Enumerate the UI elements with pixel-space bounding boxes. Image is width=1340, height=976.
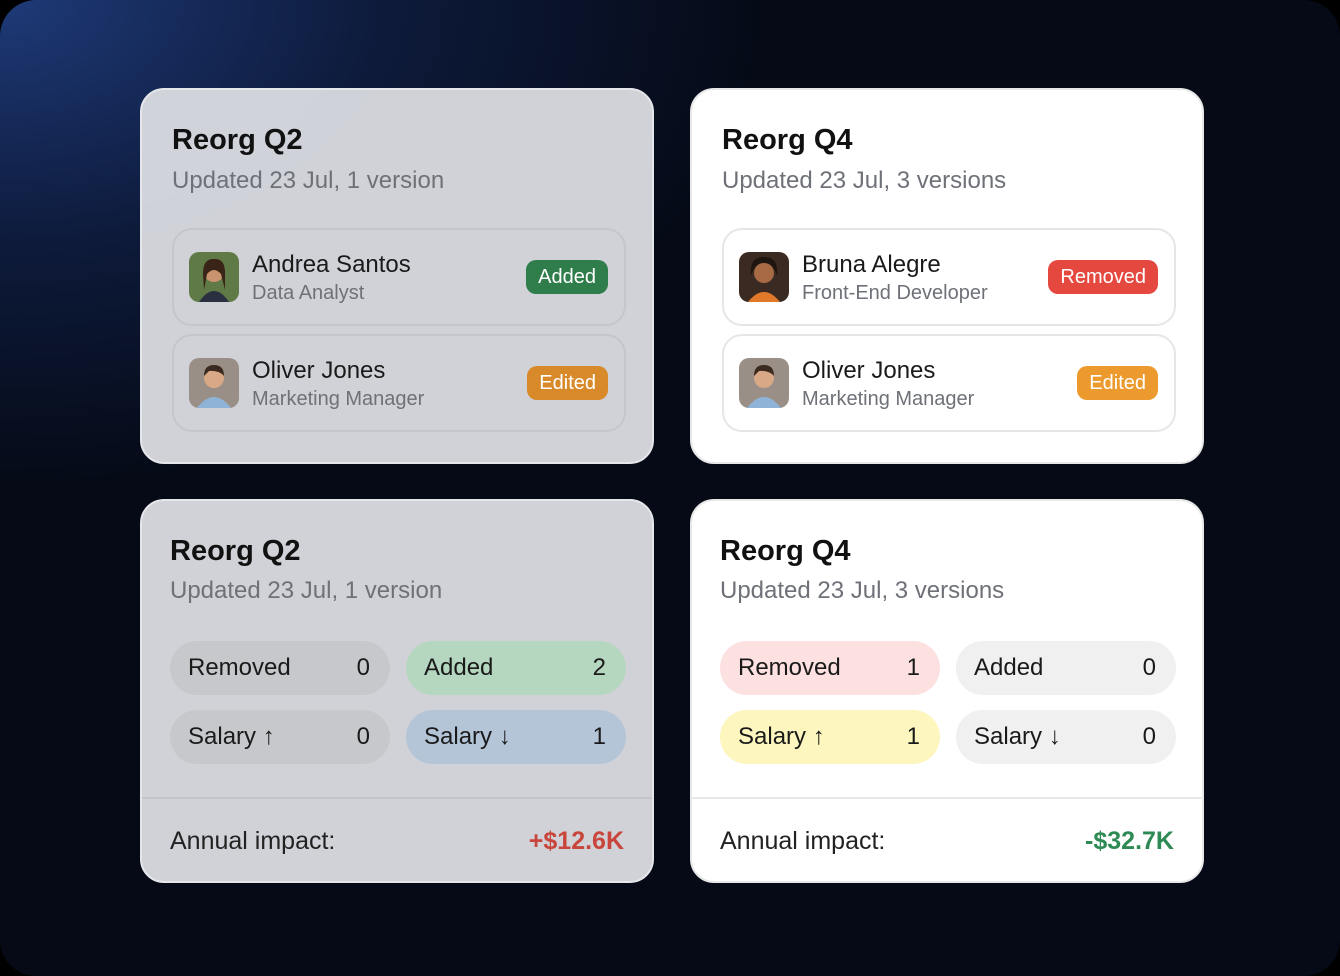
- stat-count: 0: [1142, 654, 1156, 681]
- stat-pill: Added 0: [956, 641, 1176, 695]
- person-role: Marketing Manager: [802, 388, 975, 410]
- summary-card: Reorg Q2 Updated 23 Jul, 1 version Remov…: [140, 499, 654, 883]
- summary-card: Reorg Q4 Updated 23 Jul, 3 versions Remo…: [690, 499, 1204, 883]
- person-row[interactable]: Bruna Alegre Front-End Developer Removed: [722, 228, 1176, 326]
- impact-value: +$12.6K: [528, 827, 624, 855]
- person-name: Andrea Santos: [252, 251, 411, 278]
- status-badge: Edited: [1077, 366, 1158, 400]
- status-badge: Edited: [527, 366, 608, 400]
- stat-label: Salary ↓: [974, 723, 1061, 750]
- stat-label: Removed: [738, 654, 841, 681]
- person-role: Front-End Developer: [802, 282, 988, 304]
- card-title: Reorg Q4: [720, 535, 851, 567]
- divider: [142, 797, 652, 799]
- card-subtitle: Updated 23 Jul, 3 versions: [720, 577, 1005, 604]
- status-badge: Removed: [1048, 260, 1158, 294]
- card-subtitle: Updated 23 Jul, 1 version: [172, 167, 445, 194]
- person-row[interactable]: Oliver Jones Marketing Manager Edited: [172, 334, 626, 432]
- people-card: Reorg Q2 Updated 23 Jul, 1 version Andre…: [140, 88, 654, 464]
- avatar: [189, 252, 239, 302]
- stat-label: Salary ↑: [738, 723, 825, 750]
- stat-pill: Salary ↑ 1: [720, 710, 940, 764]
- stat-label: Added: [974, 654, 1044, 681]
- stat-count: 0: [356, 723, 370, 750]
- stat-label: Salary ↑: [188, 723, 275, 750]
- card-title: Reorg Q2: [172, 124, 303, 156]
- card-subtitle: Updated 23 Jul, 1 version: [170, 577, 443, 604]
- stat-pill: Removed 1: [720, 641, 940, 695]
- stat-count: 0: [1142, 723, 1156, 750]
- people-card: Reorg Q4 Updated 23 Jul, 3 versions Brun…: [690, 88, 1204, 464]
- stat-count: 1: [906, 723, 920, 750]
- impact-label: Annual impact:: [170, 827, 336, 855]
- stat-label: Removed: [188, 654, 291, 681]
- stat-pill: Added 2: [406, 641, 626, 695]
- avatar: [739, 358, 789, 408]
- stat-count: 2: [592, 654, 606, 681]
- avatar: [739, 252, 789, 302]
- person-role: Marketing Manager: [252, 388, 425, 410]
- person-name: Oliver Jones: [802, 357, 936, 384]
- stat-label: Added: [424, 654, 494, 681]
- stat-count: 1: [906, 654, 920, 681]
- card-subtitle: Updated 23 Jul, 3 versions: [722, 167, 1007, 194]
- stat-pill: Salary ↓ 1: [406, 710, 626, 764]
- stat-pill: Removed 0: [170, 641, 390, 695]
- stat-label: Salary ↓: [424, 723, 511, 750]
- person-row[interactable]: Andrea Santos Data Analyst Added: [172, 228, 626, 326]
- stat-count: 0: [356, 654, 370, 681]
- person-row[interactable]: Oliver Jones Marketing Manager Edited: [722, 334, 1176, 432]
- person-name: Bruna Alegre: [802, 251, 941, 278]
- impact-label: Annual impact:: [720, 827, 886, 855]
- stat-count: 1: [592, 723, 606, 750]
- divider: [692, 797, 1202, 799]
- status-badge: Added: [526, 260, 608, 294]
- card-title: Reorg Q4: [722, 124, 853, 156]
- card-title: Reorg Q2: [170, 535, 301, 567]
- impact-value: -$32.7K: [1085, 827, 1174, 855]
- avatar: [189, 358, 239, 408]
- person-name: Oliver Jones: [252, 357, 386, 384]
- person-role: Data Analyst: [252, 282, 365, 304]
- stat-pill: Salary ↓ 0: [956, 710, 1176, 764]
- stat-pill: Salary ↑ 0: [170, 710, 390, 764]
